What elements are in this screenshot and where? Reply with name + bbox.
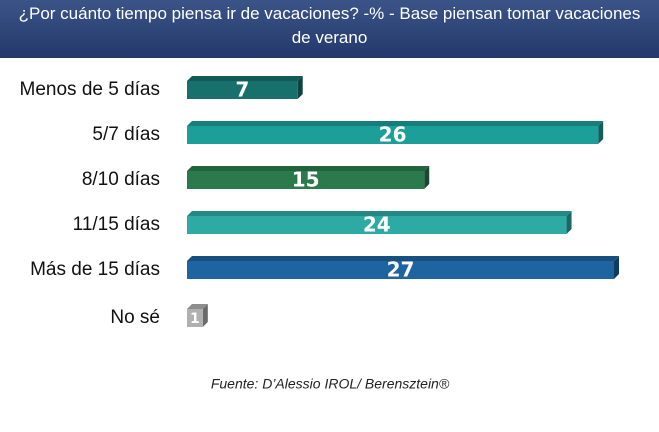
value-label: 26 <box>379 123 407 147</box>
title-box: ¿Por cuánto tiempo piensa ir de vacacion… <box>18 4 641 47</box>
category-label: 11/15 días <box>73 214 160 235</box>
category-label: Menos de 5 días <box>20 79 160 100</box>
chart-title: ¿Por cuánto tiempo piensa ir de vacacion… <box>18 4 641 47</box>
bar <box>187 309 203 327</box>
bar-side <box>424 166 430 189</box>
bar-side <box>566 211 572 234</box>
bar-top <box>187 121 604 126</box>
value-label: 7 <box>235 78 249 102</box>
bar-top <box>187 211 572 216</box>
bar-top <box>187 256 619 261</box>
category-label: Más de 15 días <box>30 259 160 280</box>
bar <box>187 81 298 99</box>
bar-side <box>614 256 619 279</box>
bar-side <box>598 121 604 144</box>
value-label: 15 <box>292 168 320 192</box>
category-label: 5/7 días <box>92 124 160 145</box>
source: Fuente: D’Alessio IROL/ Berensztein® <box>211 376 450 392</box>
bar <box>187 216 567 234</box>
bar-top <box>187 76 303 81</box>
bar-side <box>202 304 208 327</box>
title-banner <box>0 0 659 58</box>
value-label: 27 <box>387 258 415 282</box>
bar-top <box>187 304 208 309</box>
category-label: 8/10 días <box>82 169 160 190</box>
bar <box>187 261 614 279</box>
value-label: 1 <box>190 311 200 327</box>
bar-top <box>187 166 430 171</box>
bar <box>187 126 599 144</box>
bar-side <box>297 76 303 99</box>
bar <box>187 171 425 189</box>
category-label: No sé <box>110 307 160 328</box>
value-label: 24 <box>363 213 391 237</box>
